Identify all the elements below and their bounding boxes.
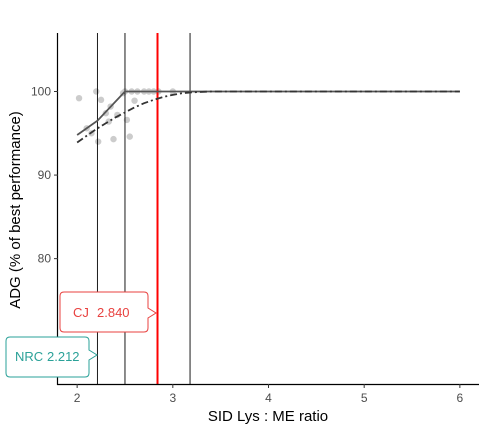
x-tick-label: 6: [457, 391, 464, 405]
y-tick-label: 100: [31, 85, 51, 99]
fitted-curves: [76, 90, 460, 144]
data-point: [131, 97, 138, 104]
x-axis-title: SID Lys : ME ratio: [208, 408, 328, 425]
y-axis-ticks: 708090100: [31, 85, 58, 349]
plot-area: [75, 33, 460, 384]
x-axis-ticks: 2 3 4 5 6: [74, 384, 464, 405]
cj-callout-box: [59, 291, 157, 333]
y-axis-title: ADG (% of best performance): [7, 111, 24, 309]
cj-callout-value: 2.840: [97, 305, 130, 320]
data-point: [97, 96, 105, 104]
curvilinear-fit: [76, 90, 460, 144]
data-point: [102, 110, 110, 117]
nrc-callout-box: [5, 336, 98, 378]
data-point: [94, 138, 102, 145]
x-tick-label: 3: [169, 391, 176, 405]
cj-callout-label: CJ: [73, 305, 89, 320]
x-tick-label: 5: [361, 391, 368, 405]
x-tick-label: 2: [74, 391, 81, 405]
data-point: [110, 135, 117, 143]
y-tick-label: 80: [38, 252, 52, 266]
nrc-callout-label: NRC: [15, 349, 43, 364]
data-point: [75, 94, 83, 102]
data-point: [126, 133, 133, 140]
x-tick-label: 4: [265, 391, 272, 405]
data-point: [93, 88, 100, 95]
y-tick-label: 90: [38, 168, 52, 182]
nrc-callout: NRC 2.212: [5, 336, 98, 378]
cj-callout: CJ 2.840: [59, 291, 157, 333]
nrc-callout-value: 2.212: [47, 349, 80, 364]
